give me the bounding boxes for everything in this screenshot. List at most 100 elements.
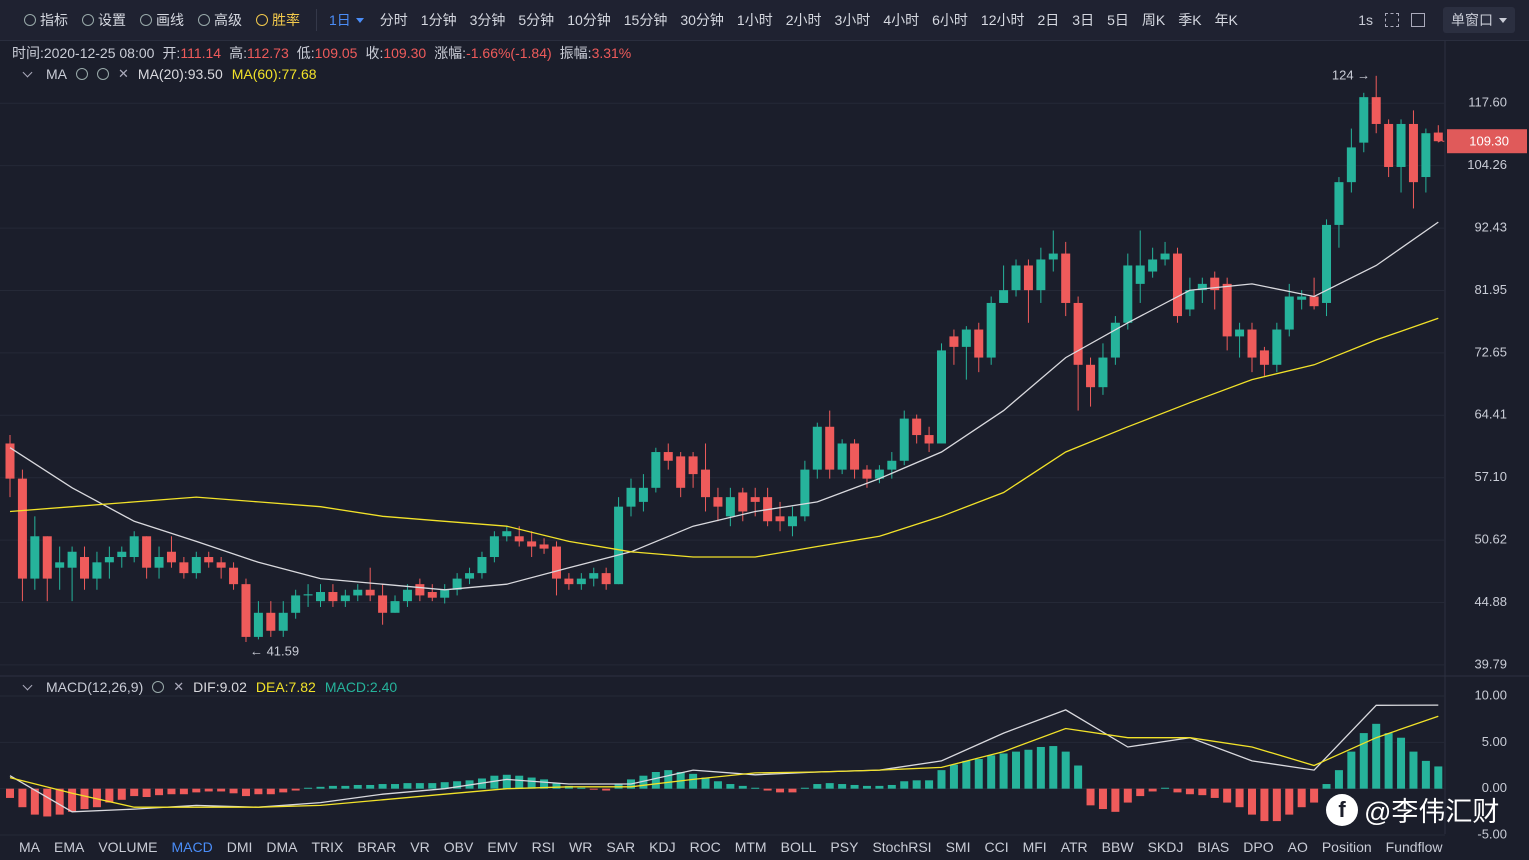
low-marker: ← 41.59 — [250, 643, 299, 658]
candle-body — [1322, 224, 1332, 303]
period-button[interactable]: 5分钟 — [518, 12, 555, 28]
period-button[interactable]: 6小时 — [932, 12, 968, 28]
indicator-tab[interactable]: KDJ — [649, 839, 676, 855]
period-button[interactable]: 季K — [1178, 12, 1202, 28]
indicator-tab[interactable]: EMV — [487, 839, 518, 855]
indicator-tab[interactable]: VR — [410, 839, 430, 855]
macd-bar — [1248, 788, 1256, 815]
macd-bar — [1098, 788, 1107, 810]
indicator-tab[interactable]: SMI — [945, 839, 971, 855]
period-button[interactable]: 5日 — [1107, 12, 1129, 28]
info-item: 高:112.73 — [229, 43, 289, 63]
tool-label: 高级 — [214, 12, 242, 28]
period-button[interactable]: 2日 — [1037, 12, 1060, 28]
period-button[interactable]: 周K — [1141, 12, 1166, 28]
candle-body — [55, 562, 65, 568]
active-period[interactable]: 1日 — [329, 12, 351, 28]
period-button[interactable]: 4小时 — [883, 12, 920, 28]
indicator-tab[interactable]: MA — [19, 839, 40, 855]
candle-body — [1259, 350, 1269, 365]
macd-bar — [1409, 751, 1418, 789]
indicator-tab[interactable]: AO — [1287, 839, 1308, 855]
visibility-icon[interactable] — [76, 68, 88, 80]
indicator-tab[interactable]: TRIX — [311, 839, 344, 855]
tool-button[interactable]: 高级 — [198, 10, 242, 30]
indicator-tab[interactable]: ROC — [689, 839, 721, 855]
tool-button[interactable]: 画线 — [140, 10, 184, 30]
period-button[interactable]: 年K — [1214, 12, 1238, 28]
indicator-tab[interactable]: StochRSI — [872, 839, 932, 855]
settings-icon[interactable] — [152, 681, 165, 693]
indicator-tab[interactable]: BIAS — [1197, 839, 1230, 855]
period-button[interactable]: 1小时 — [736, 12, 773, 28]
macd-bar — [266, 788, 275, 795]
refresh[interactable]: 1s — [1358, 12, 1373, 28]
macd-bar — [800, 787, 809, 789]
period-button[interactable]: 10分钟 — [567, 12, 611, 28]
period-button[interactable]: 分时 — [379, 12, 408, 28]
indicator-tab[interactable]: OBV — [443, 839, 474, 855]
popout-icon[interactable] — [1411, 13, 1425, 27]
macd-bar — [453, 781, 462, 789]
settings-icon[interactable] — [97, 68, 109, 80]
candle-body — [1073, 302, 1083, 365]
indicator-tab[interactable]: VOLUME — [98, 839, 158, 855]
indicator-tab[interactable]: MACD — [171, 839, 213, 855]
macd-bar — [577, 787, 586, 789]
period-button[interactable]: 15分钟 — [623, 12, 668, 28]
candle-body — [1334, 182, 1344, 225]
candle-body — [5, 443, 15, 479]
indicator-tab[interactable]: MFI — [1022, 839, 1047, 855]
macd-bar — [291, 788, 300, 791]
indicator-tab[interactable]: Position — [1321, 839, 1372, 855]
candle-body — [1247, 329, 1257, 358]
tool-button[interactable]: 设置 — [82, 10, 126, 30]
indicator-tab[interactable]: DMI — [226, 839, 253, 855]
candle-body — [67, 551, 77, 568]
macd-bar — [378, 784, 387, 789]
collapse-caret[interactable] — [22, 67, 33, 77]
indicator-tab[interactable]: BOLL — [780, 839, 817, 855]
indicator-tab[interactable]: RSI — [531, 839, 556, 855]
period-button[interactable]: 3日 — [1072, 12, 1095, 28]
indicator-tab[interactable]: DMA — [266, 839, 298, 855]
indicator-tab[interactable]: SAR — [606, 839, 636, 855]
y-tick-label: 50.62 — [1474, 532, 1507, 547]
candle-body — [738, 492, 748, 512]
candle-body — [502, 531, 512, 537]
indicator-tab[interactable]: MTM — [734, 839, 767, 855]
macd-bar — [217, 788, 226, 792]
indicator-tab[interactable]: ATR — [1060, 839, 1088, 855]
collapse-caret[interactable] — [22, 680, 33, 690]
indicator-tab[interactable]: DPO — [1243, 839, 1274, 855]
indicator-tab[interactable]: Fundflow — [1385, 839, 1443, 855]
period-button[interactable]: 12小时 — [980, 12, 1025, 28]
fullscreen-icon[interactable] — [1385, 13, 1399, 27]
period-button[interactable]: 2小时 — [785, 12, 822, 28]
info-value: 109.05 — [314, 45, 358, 61]
indicator-tab[interactable]: BRAR — [357, 839, 397, 855]
indicator-tab[interactable]: PSY — [830, 839, 859, 855]
indicator-tab[interactable]: BBW — [1101, 839, 1134, 855]
window-select[interactable]: 单窗口 — [1443, 7, 1515, 33]
indicator-tab[interactable]: SKDJ — [1147, 839, 1184, 855]
indicator-tab[interactable]: EMA — [54, 839, 85, 855]
period-button[interactable]: 3分钟 — [469, 12, 506, 28]
y-tick-label: 117.60 — [1468, 95, 1507, 110]
candle-body — [912, 418, 922, 436]
macd-bar — [1272, 788, 1281, 822]
tool-button[interactable]: 指标 — [24, 10, 68, 30]
candle-body — [874, 469, 884, 479]
candle-body — [1036, 259, 1046, 291]
period-button[interactable]: 1分钟 — [420, 12, 457, 28]
close-icon[interactable]: ✕ — [118, 66, 129, 81]
tool-button[interactable]: 胜率 — [256, 10, 300, 30]
macd-bar — [229, 788, 238, 794]
period-button[interactable]: 3小时 — [834, 12, 871, 28]
indicator-tab[interactable]: CCI — [984, 839, 1009, 855]
close-icon[interactable]: ✕ — [173, 679, 185, 694]
indicator-tab[interactable]: WR — [569, 839, 593, 855]
period-button[interactable]: 30分钟 — [680, 12, 724, 28]
macd-bar — [825, 783, 834, 789]
candle-body — [241, 584, 251, 637]
